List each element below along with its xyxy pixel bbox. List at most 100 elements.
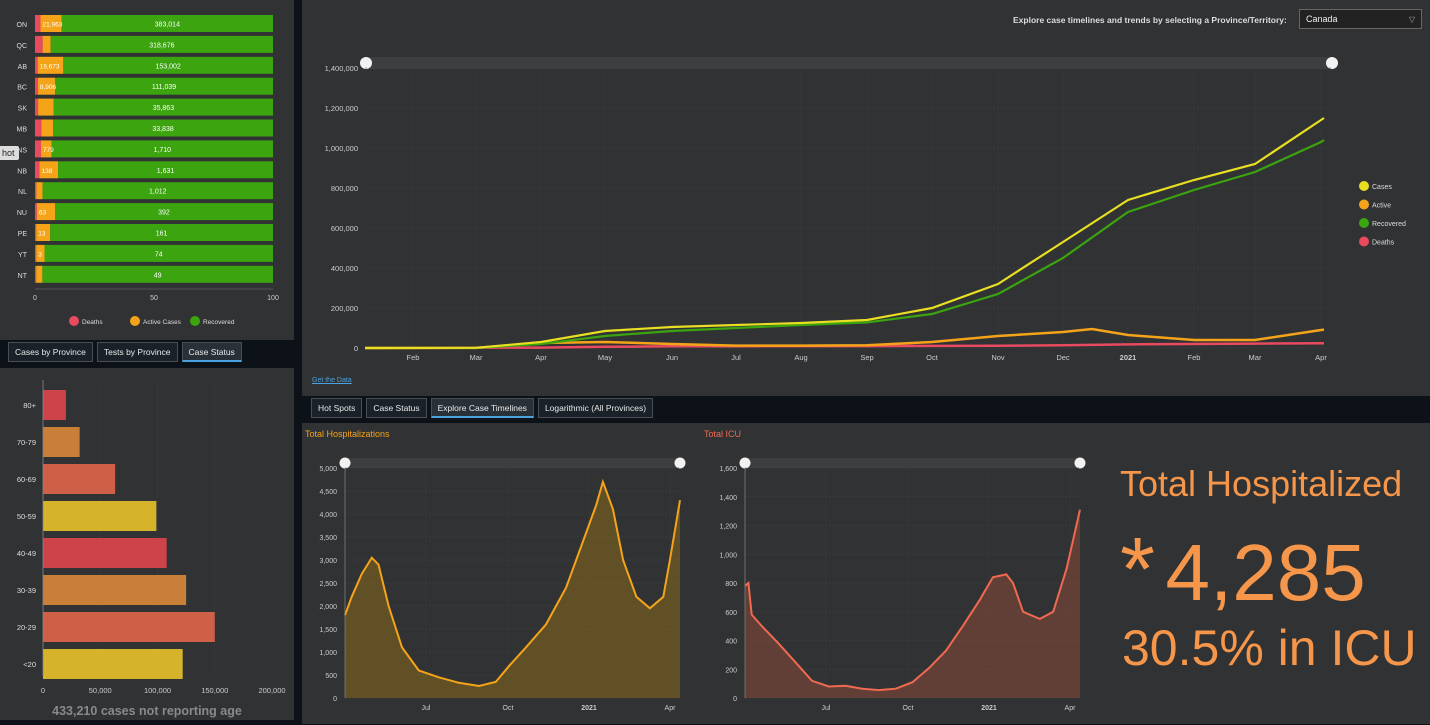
tab-hot-spots[interactable]: Hot Spots <box>311 398 363 418</box>
active-bar <box>37 56 64 74</box>
recovered-value-label: 111,039 <box>152 84 176 91</box>
x-tick-label: Oct <box>503 705 514 712</box>
series-cases-line <box>364 117 1325 350</box>
x-tick-label: Jul <box>731 353 741 362</box>
tab-case-status-main[interactable]: Case Status <box>366 398 427 418</box>
age-bar <box>43 575 187 605</box>
legend-label: Active Cases <box>143 319 182 326</box>
active-bar <box>36 203 55 221</box>
hospital-panel: Total Hospitalizations Total ICU 5,000 4,… <box>302 423 1430 724</box>
legend-swatch <box>130 316 140 326</box>
range-handle-left <box>739 457 751 469</box>
tab-logarithmic[interactable]: Logarithmic (All Provinces) <box>537 398 654 418</box>
summary-icu: 30.5% in ICU <box>1122 620 1417 676</box>
province-label: NS <box>17 147 27 154</box>
province-status-chart: ON 21,963 383,014 QC 318,676 AB 19,673 153,002 B… <box>17 15 279 326</box>
tab-explore-case-timelines[interactable]: Explore Case Timelines <box>430 398 534 418</box>
recovered-value-label: 33,838 <box>152 126 174 133</box>
x-tick-label: 0 <box>33 295 37 302</box>
hover-tooltip: hot <box>0 146 19 160</box>
active-value-label: 3 <box>38 251 42 258</box>
y-tick-label: 400,000 <box>331 264 358 273</box>
tab-cases-by-province[interactable]: Cases by Province <box>8 342 93 362</box>
age-group-label: 70-79 <box>17 438 36 447</box>
y-tick-label: 1,200 <box>719 524 737 531</box>
recovered-bar <box>42 265 274 283</box>
recovered-value-label: 1,012 <box>149 189 167 196</box>
legend-swatch <box>1359 199 1369 210</box>
legend-swatch <box>1359 236 1369 247</box>
x-tick-label: Oct <box>903 705 914 712</box>
x-tick-label: Aug <box>794 353 807 362</box>
series-line <box>744 509 1081 692</box>
recovered-bar <box>58 161 273 179</box>
recovered-value-label: 161 <box>156 231 168 238</box>
province-label: NT <box>18 273 28 280</box>
get-data-link[interactable]: Get the Data <box>312 377 352 384</box>
province-select[interactable]: Canada ▽ <box>1299 9 1422 29</box>
active-value-label: 13 <box>38 231 46 238</box>
summary-total-row: * 4,285 <box>1120 519 1366 622</box>
tab-tests-by-province[interactable]: Tests by Province <box>96 342 178 362</box>
deaths-bar <box>35 161 40 179</box>
deaths-bar <box>35 203 37 221</box>
x-tick-label: Dec <box>1056 353 1070 362</box>
deaths-bar <box>35 244 37 262</box>
y-tick-label: 1,000 <box>319 650 337 657</box>
x-tick-label: Jul <box>822 705 831 712</box>
province-label: QC <box>17 43 28 50</box>
active-bar <box>40 15 62 32</box>
y-tick-label: 600 <box>725 610 737 617</box>
y-tick-label: 400 <box>725 639 737 646</box>
y-tick-label: 800,000 <box>331 184 358 193</box>
recovered-value-label: 1,710 <box>154 147 172 154</box>
province-label: NL <box>18 189 27 196</box>
area-fill <box>745 509 1080 698</box>
recovered-value-label: 383,014 <box>155 22 180 29</box>
age-bar <box>43 464 116 494</box>
x-tick-label: Feb <box>407 353 420 362</box>
y-tick-label: 1,000 <box>719 552 737 559</box>
tab-case-status[interactable]: Case Status <box>181 342 242 362</box>
series-line <box>344 478 681 688</box>
y-tick-label: 1,200,000 <box>325 104 358 113</box>
y-tick-label: 800 <box>725 581 737 588</box>
timeline-chart: 1,400,000 1,200,000 1,000,000 800,000 600,00… <box>325 57 1406 362</box>
series-active-line <box>364 327 1325 350</box>
x-tick-label: Nov <box>991 353 1005 362</box>
province-label: SK <box>18 106 28 113</box>
age-group-label: <20 <box>23 660 36 669</box>
x-tick-label: Sep <box>860 353 873 362</box>
range-handle-left <box>360 57 372 69</box>
range-handle-right <box>1326 57 1338 69</box>
recovered-bar <box>63 56 274 74</box>
x-tick-label: Oct <box>926 353 939 362</box>
province-label: YT <box>18 252 28 259</box>
province-select-value: Canada <box>1306 14 1338 24</box>
icu-chart: 1,600 1,400 1,200 1,000 800 600 400 200 0 Jul Oct 2… <box>719 457 1086 712</box>
recovered-bar <box>50 224 274 241</box>
y-tick-label: 200 <box>725 667 737 674</box>
province-label: AB <box>18 64 28 71</box>
range-slider-track <box>345 458 680 468</box>
icu-title: Total ICU <box>704 429 742 439</box>
x-tick-label: 50,000 <box>89 686 112 695</box>
legend-swatch <box>1359 181 1369 191</box>
recovered-value-label: 153,002 <box>156 63 181 70</box>
deaths-bar <box>35 15 41 32</box>
age-bar <box>43 649 183 679</box>
age-bar <box>43 427 80 457</box>
y-tick-label: 0 <box>733 696 737 703</box>
x-tick-label: 100,000 <box>144 686 171 695</box>
x-tick-label: Jul <box>422 705 431 712</box>
range-slider-track <box>745 458 1080 468</box>
y-tick-label: 1,600 <box>719 466 737 473</box>
recovered-value-label: 392 <box>158 210 170 217</box>
legend-swatch <box>190 316 200 326</box>
active-bar <box>37 77 55 95</box>
active-bar <box>42 35 51 53</box>
active-bar <box>41 119 54 137</box>
recovered-bar <box>54 203 273 221</box>
deaths-bar <box>35 77 38 95</box>
x-tick-label: 2021 <box>1120 353 1137 362</box>
